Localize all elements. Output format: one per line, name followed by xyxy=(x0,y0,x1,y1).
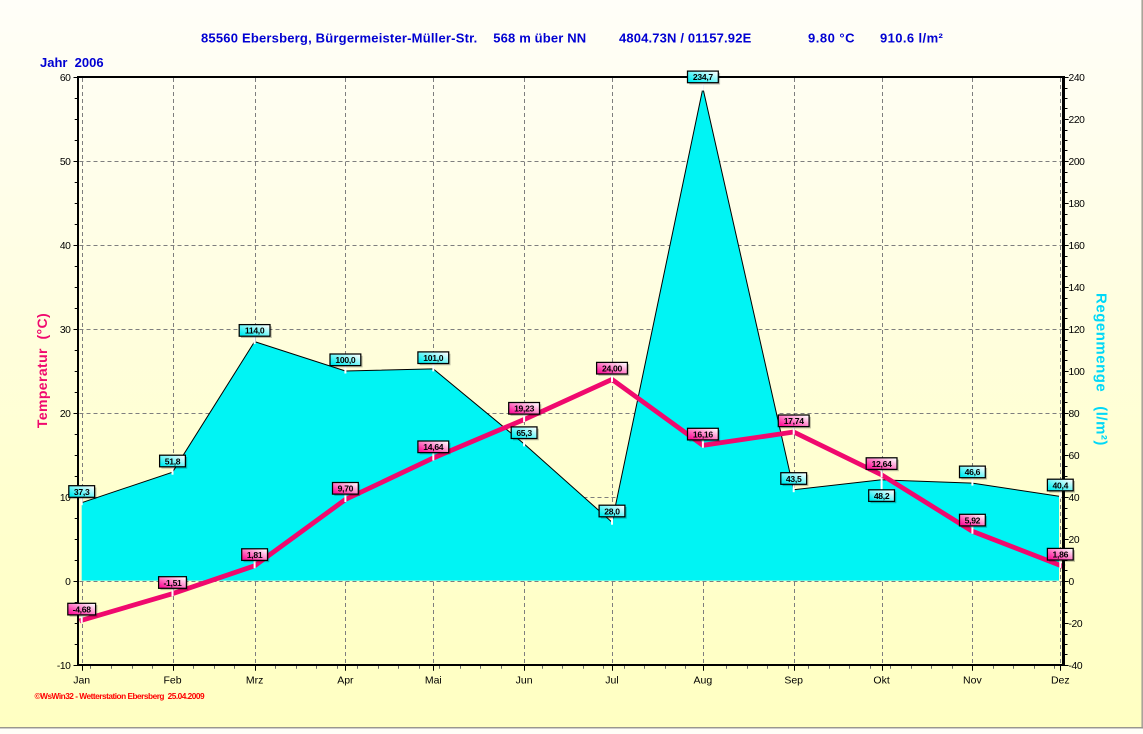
svg-text:-4,68: -4,68 xyxy=(73,604,92,614)
svg-text:50: 50 xyxy=(60,157,71,168)
svg-text:114,0: 114,0 xyxy=(245,326,265,336)
svg-text:24,00: 24,00 xyxy=(602,364,623,374)
svg-text:200: 200 xyxy=(1069,157,1086,168)
svg-text:85560 Ebersberg, Bürgermeister: 85560 Ebersberg, Bürgermeister-Müller-St… xyxy=(201,31,477,46)
svg-text:40,4: 40,4 xyxy=(1053,480,1069,490)
svg-text:Sep: Sep xyxy=(784,675,803,687)
svg-text:5,92: 5,92 xyxy=(965,515,981,525)
svg-text:16,16: 16,16 xyxy=(693,429,714,439)
svg-text:0: 0 xyxy=(65,577,71,588)
svg-text:910.6 l/m²: 910.6 l/m² xyxy=(880,31,944,46)
svg-text:0: 0 xyxy=(1069,577,1075,588)
svg-text:Feb: Feb xyxy=(163,675,181,687)
svg-text:20: 20 xyxy=(60,409,71,420)
svg-text:60: 60 xyxy=(1069,451,1080,462)
svg-text:9,70: 9,70 xyxy=(338,484,354,494)
svg-text:1,81: 1,81 xyxy=(247,550,263,560)
svg-text:Temperatur (°C): Temperatur (°C) xyxy=(34,313,50,428)
svg-text:-20: -20 xyxy=(1069,619,1083,630)
svg-text:65,3: 65,3 xyxy=(516,428,532,438)
svg-text:-40: -40 xyxy=(1069,661,1083,672)
svg-text:Mai: Mai xyxy=(425,675,442,687)
svg-text:100: 100 xyxy=(1069,367,1086,378)
svg-text:Mrz: Mrz xyxy=(246,675,264,687)
svg-text:80: 80 xyxy=(1069,409,1080,420)
svg-text:Okt: Okt xyxy=(873,675,889,687)
svg-text:Dez: Dez xyxy=(1051,675,1070,687)
svg-text:40: 40 xyxy=(60,241,71,252)
svg-text:12,64: 12,64 xyxy=(872,459,893,469)
svg-text:1,86: 1,86 xyxy=(1053,550,1069,560)
svg-text:43,5: 43,5 xyxy=(786,474,802,484)
svg-text:10: 10 xyxy=(60,493,71,504)
svg-text:46,6: 46,6 xyxy=(965,467,981,477)
svg-text:Jan: Jan xyxy=(73,675,90,687)
svg-text:9.80 °C: 9.80 °C xyxy=(808,31,855,46)
svg-text:Jun: Jun xyxy=(516,675,533,687)
svg-text:48,2: 48,2 xyxy=(874,491,890,501)
svg-text:101,0: 101,0 xyxy=(423,353,444,363)
svg-text:28,0: 28,0 xyxy=(604,506,620,516)
svg-text:19,23: 19,23 xyxy=(514,404,535,414)
svg-text:20: 20 xyxy=(1069,535,1080,546)
svg-text:220: 220 xyxy=(1069,115,1086,126)
svg-text:Jahr 2006: Jahr 2006 xyxy=(40,55,104,70)
svg-text:©WsWin32 - Wetterstation Ebers: ©WsWin32 - Wetterstation Ebersberg 25.04… xyxy=(35,691,206,701)
svg-text:30: 30 xyxy=(60,325,71,336)
svg-text:40: 40 xyxy=(1069,493,1080,504)
svg-text:14,64: 14,64 xyxy=(423,442,444,452)
svg-text:Regenmenge (l/m²): Regenmenge (l/m²) xyxy=(1092,293,1109,446)
svg-text:-1,51: -1,51 xyxy=(163,578,182,588)
svg-text:Jul: Jul xyxy=(605,675,618,687)
svg-text:51,8: 51,8 xyxy=(165,456,181,466)
svg-text:Apr: Apr xyxy=(337,675,354,687)
svg-text:120: 120 xyxy=(1069,325,1086,336)
svg-text:140: 140 xyxy=(1069,283,1086,294)
svg-text:60: 60 xyxy=(60,73,71,84)
svg-text:100,0: 100,0 xyxy=(335,355,356,365)
svg-text:37,3: 37,3 xyxy=(74,487,90,497)
svg-text:160: 160 xyxy=(1069,241,1086,252)
svg-text:234,7: 234,7 xyxy=(693,72,714,82)
svg-text:180: 180 xyxy=(1069,199,1086,210)
svg-text:Nov: Nov xyxy=(963,675,982,687)
svg-text:568 m über NN: 568 m über NN xyxy=(493,31,586,46)
svg-text:Aug: Aug xyxy=(694,675,713,687)
svg-text:17,74: 17,74 xyxy=(784,416,805,426)
svg-text:4804.73N / 01157.92E: 4804.73N / 01157.92E xyxy=(619,31,752,46)
svg-text:240: 240 xyxy=(1069,73,1086,84)
svg-text:-10: -10 xyxy=(57,661,71,672)
